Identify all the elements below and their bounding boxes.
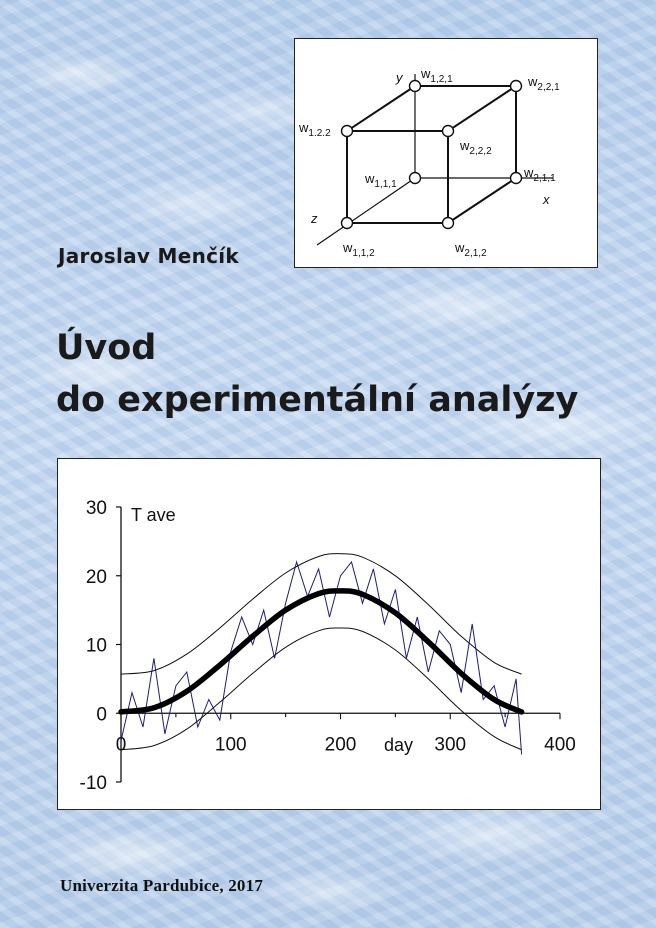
node-w211 xyxy=(509,171,523,185)
node-w221 xyxy=(509,79,523,93)
node-w121 xyxy=(408,79,422,93)
cube-edges xyxy=(346,85,517,224)
cube-diagram-svg: y x z w1,2,1 w2,2,1 w1.2.2 w2,2,2 w1,1,1 w2,1… xyxy=(298,66,560,259)
title-line-1: Úvod xyxy=(56,328,157,368)
publisher: Univerzita Pardubice, 2017 xyxy=(60,876,264,895)
node-w122 xyxy=(340,124,354,138)
axis-label-z: z xyxy=(310,211,318,226)
y-tick-label: 20 xyxy=(86,567,107,588)
y-tick-label: 10 xyxy=(86,636,107,657)
cube-nodes xyxy=(340,79,523,230)
node-w112 xyxy=(340,216,354,230)
node-w212 xyxy=(441,216,455,230)
y-tick-label: 0 xyxy=(96,704,107,725)
x-tick-label: 100 xyxy=(215,734,247,755)
node-label-w221: w2,2,1 xyxy=(527,74,560,93)
node-label-w212: w2,1,2 xyxy=(454,240,487,259)
x-tick-label: 300 xyxy=(434,734,466,755)
x-axis-label: day xyxy=(384,735,413,755)
title-line-2: do experimentální analýzy xyxy=(56,380,579,420)
node-label-w222: w2,2,2 xyxy=(459,138,492,157)
y-axis-label: T ave xyxy=(131,505,176,525)
node-w111 xyxy=(408,171,422,185)
axis-label-x: x xyxy=(542,192,550,207)
series-mean-line xyxy=(118,588,525,715)
y-tick-label: -10 xyxy=(80,773,107,794)
node-labels: w1,2,1 w2,2,1 w1.2.2 w2,2,2 w1,1,1 w2,1,1 w1,1… xyxy=(298,66,560,259)
axis-label-y: y xyxy=(395,70,404,85)
book-title: Úvod do experimentální analýzy xyxy=(56,322,578,426)
node-label-w122: w1.2.2 xyxy=(298,120,331,139)
y-tick-label: 30 xyxy=(86,498,107,519)
node-label-w211: w2,1,1 xyxy=(523,165,556,184)
node-w222 xyxy=(441,124,455,138)
author-name: Jaroslav Menčík xyxy=(58,244,240,268)
node-label-w111: w1,1,1 xyxy=(364,171,397,190)
series-lower-band xyxy=(120,627,522,751)
series-upper-band xyxy=(120,553,522,675)
x-tick-label: 200 xyxy=(325,734,357,755)
temperature-chart: 30 20 10 0 -10 0 100 200 300 400 T ave day xyxy=(57,458,601,810)
cube-axes xyxy=(316,74,553,246)
node-label-w121: w1,2,1 xyxy=(420,66,453,85)
cube-diagram: y x z w1,2,1 w2,2,1 w1.2.2 w2,2,2 w1,1,1 w2,1… xyxy=(294,38,598,268)
node-label-w112: w1,1,2 xyxy=(342,240,375,259)
x-tick-label: 400 xyxy=(544,734,576,755)
x-tick-label: 0 xyxy=(116,734,127,755)
